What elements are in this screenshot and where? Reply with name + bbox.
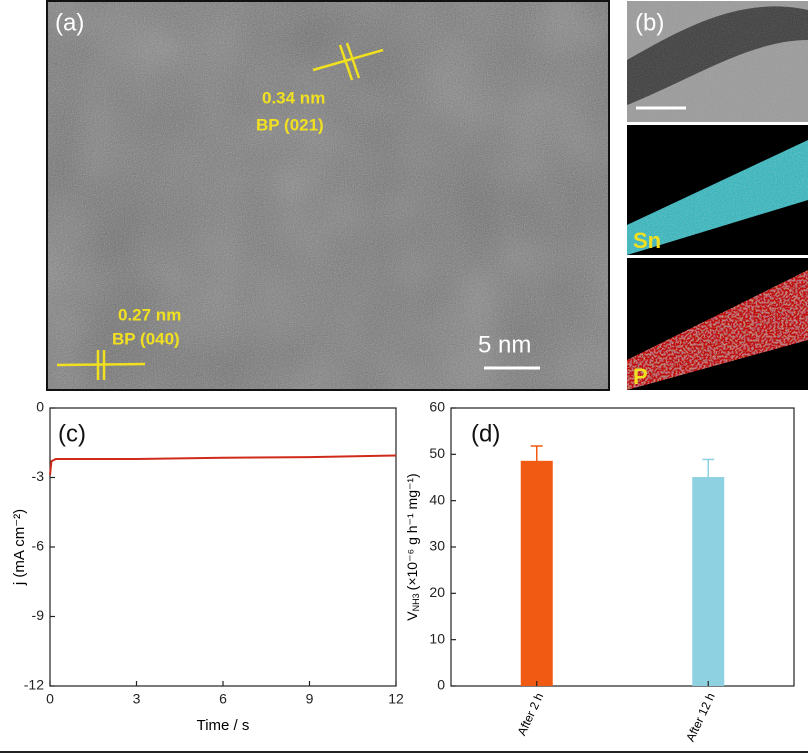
annotation: 0.27 nm [118, 305, 181, 324]
annotation: BP (040) [112, 329, 180, 348]
y-tick-label: -3 [32, 468, 45, 484]
y-tick-label: 50 [429, 445, 445, 461]
data-line [49, 454, 397, 476]
y-tick-label: 30 [429, 538, 445, 554]
plot-frame [450, 407, 795, 687]
y-label-sub: NH3 [411, 593, 421, 611]
element-label: Sn [633, 228, 661, 253]
panel-label: (d) [471, 420, 500, 447]
annotation: 0.34 nm [262, 88, 325, 107]
element-label: P [633, 364, 648, 389]
y-axis-label: VNH3 (×10⁻⁶ g h⁻¹ mg⁻¹) [404, 473, 422, 620]
y-tick-label: -12 [24, 677, 44, 693]
panel-label: (a) [55, 9, 84, 36]
x-axis-label: Time / s [197, 717, 250, 734]
y-tick-label: 40 [429, 491, 445, 507]
x-tick-label: 12 [388, 691, 404, 707]
y-label-unit: (×10⁻⁶ g h⁻¹ mg⁻¹) [404, 473, 420, 590]
y-tick-label: 60 [429, 399, 445, 415]
x-tick-label: After 12 h [683, 691, 718, 744]
x-tick-label: After 2 h [514, 691, 546, 738]
x-tick-label: 9 [306, 691, 314, 707]
panel-label: (c) [58, 420, 86, 447]
x-tick-label: 0 [46, 691, 54, 707]
bar [520, 460, 553, 686]
stem-noise [627, 1, 808, 122]
y-tick-label: -6 [32, 538, 45, 554]
frame [46, 0, 610, 391]
y-tick-label: 10 [429, 630, 445, 646]
y-tick-label: 0 [437, 677, 445, 693]
panel-a: (a) 0.34 nm BP (021) 0.27 nm BP (040) 5 … [46, 0, 610, 391]
plot-frame [49, 407, 397, 687]
panel-label: (b) [635, 9, 664, 36]
bar [692, 477, 725, 686]
annotation: BP (021) [256, 115, 324, 134]
scale-label: 5 nm [478, 331, 531, 358]
y-tick-label: -9 [32, 607, 45, 623]
x-tick-label: 3 [133, 691, 141, 707]
y-tick-label: 20 [429, 584, 445, 600]
panel-b: (b) Sn P [627, 1, 808, 390]
x-tick-label: 6 [219, 691, 227, 707]
y-axis-label: j (mA cm⁻²) [11, 509, 28, 586]
y-label-main: V [404, 611, 420, 621]
y-tick-label: 0 [36, 399, 44, 415]
fringe-marker [56, 42, 384, 380]
